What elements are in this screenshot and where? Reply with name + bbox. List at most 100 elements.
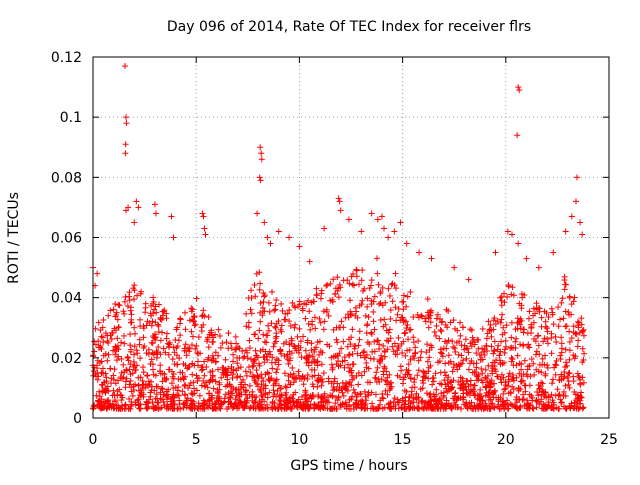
data-point [414, 372, 420, 378]
data-point [432, 329, 438, 335]
data-point [392, 395, 398, 401]
data-point [114, 335, 120, 341]
data-point [367, 285, 373, 291]
data-point [531, 406, 537, 412]
data-point [118, 339, 124, 345]
data-point [252, 282, 258, 288]
data-point [299, 354, 305, 360]
data-point [131, 352, 137, 358]
data-point [552, 361, 558, 367]
data-point [349, 326, 355, 332]
data-point [392, 271, 398, 277]
data-point [371, 356, 377, 362]
data-point [415, 338, 421, 344]
data-point [93, 326, 99, 332]
data-point [356, 281, 362, 287]
data-points [90, 63, 587, 412]
data-point [506, 283, 512, 289]
data-point [492, 338, 498, 344]
data-point [338, 318, 344, 324]
data-point [559, 350, 565, 356]
data-point [560, 295, 566, 301]
data-point [206, 314, 212, 320]
data-point [364, 304, 370, 310]
data-point [100, 339, 106, 345]
data-point [378, 317, 384, 323]
data-point [280, 308, 286, 314]
data-point [260, 332, 266, 338]
data-point [539, 315, 545, 321]
data-point [374, 271, 380, 277]
data-point [393, 285, 399, 291]
data-point [197, 393, 203, 399]
data-point [106, 352, 112, 358]
data-point [356, 342, 362, 348]
data-point [312, 314, 318, 320]
data-point [558, 400, 564, 406]
data-point [545, 365, 551, 371]
data-point [282, 317, 288, 323]
data-point [566, 329, 572, 335]
data-point [407, 347, 413, 353]
data-point [271, 344, 277, 350]
data-point [257, 319, 263, 325]
data-point [194, 296, 200, 302]
data-point [274, 366, 280, 372]
data-point [347, 297, 353, 303]
data-point [247, 383, 253, 389]
data-point [257, 281, 263, 287]
data-point [550, 376, 556, 382]
data-point [156, 323, 162, 329]
data-point [402, 330, 408, 336]
data-point [324, 282, 330, 288]
data-point [98, 334, 104, 340]
data-point [354, 267, 360, 273]
data-point [332, 376, 338, 382]
data-point [478, 366, 484, 372]
data-point [522, 358, 528, 364]
data-point [411, 379, 417, 385]
data-point [206, 344, 212, 350]
data-point [411, 339, 417, 345]
data-point [236, 345, 242, 351]
data-point [193, 343, 199, 349]
data-point [369, 401, 375, 407]
data-point [553, 339, 559, 345]
data-point [321, 308, 327, 314]
data-point [433, 333, 439, 339]
data-point [466, 367, 472, 373]
data-point [372, 294, 378, 300]
data-point [498, 339, 504, 345]
data-point [357, 337, 363, 343]
data-point [302, 316, 308, 322]
data-point [306, 308, 312, 314]
data-point [562, 281, 568, 287]
data-point [371, 318, 377, 324]
data-point [499, 302, 505, 308]
data-point [549, 306, 555, 312]
data-point [261, 299, 267, 305]
data-point [439, 351, 445, 357]
chart-title: Day 096 of 2014, Rate Of TEC Index for r… [167, 19, 531, 35]
data-point [282, 370, 288, 376]
data-point [497, 295, 503, 301]
data-point [330, 387, 336, 393]
data-point [332, 291, 338, 297]
data-point [132, 331, 138, 337]
data-point [112, 301, 118, 307]
data-point [121, 311, 127, 317]
data-point [218, 345, 224, 351]
data-point [353, 267, 359, 273]
data-point [375, 337, 381, 343]
data-point [562, 274, 568, 280]
data-point [228, 341, 234, 347]
data-point [366, 314, 372, 320]
data-point [158, 337, 164, 343]
data-point [322, 318, 328, 324]
data-point [438, 327, 444, 333]
data-point [375, 365, 381, 371]
data-point [209, 339, 215, 345]
data-point [509, 320, 515, 326]
data-point [159, 329, 165, 335]
